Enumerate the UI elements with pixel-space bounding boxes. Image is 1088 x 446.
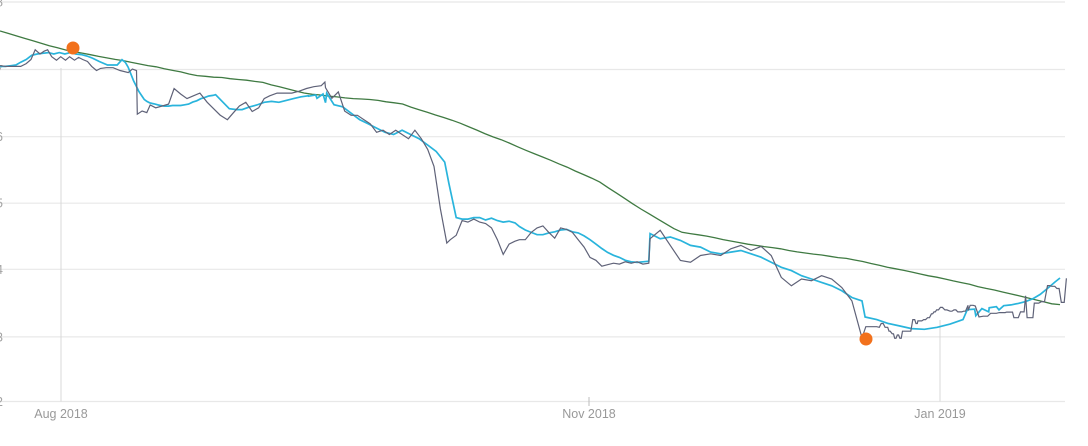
svg-text:Jan 2019: Jan 2019 — [914, 407, 965, 421]
svg-text:2: 2 — [0, 395, 3, 409]
svg-text:Nov 2018: Nov 2018 — [562, 407, 616, 421]
svg-text:Aug 2018: Aug 2018 — [34, 407, 88, 421]
svg-text:7: 7 — [0, 63, 3, 77]
svg-text:3: 3 — [0, 330, 3, 344]
svg-text:4: 4 — [0, 263, 3, 277]
svg-text:6: 6 — [0, 130, 3, 144]
svg-text:5: 5 — [0, 197, 3, 211]
svg-text:8: 8 — [0, 0, 3, 10]
